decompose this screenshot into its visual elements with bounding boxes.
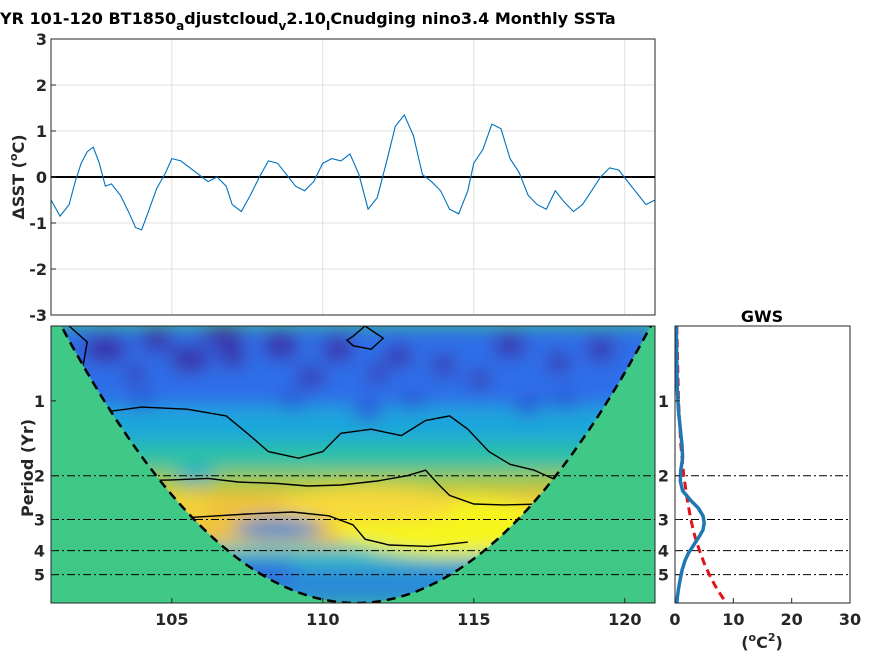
gws-panel: GWS 0 10 20 30 1 2 3 4 5 (oC2) [658,307,861,652]
significance-contour [126,511,468,548]
gws-y-tick-label: 3 [658,510,669,529]
gws-x-label: (oC2) [741,631,783,652]
sst-y-tick-label: -3 [29,306,47,325]
sst-y-tick-label: 3 [36,30,47,49]
gws-x-tick-label: 20 [781,610,803,629]
low-power-spot [140,328,173,353]
low-power-spot [83,335,128,364]
gws-y-tick-label: 2 [658,467,669,486]
sst-y-tick-label: -1 [29,214,47,233]
gws-x-ticks: 0 10 20 30 [669,598,861,629]
reference-period-lines [51,475,655,576]
sst-panel: -3 -2 -1 0 1 2 3 ΔSST (oC) [7,30,656,325]
wavelet-x-tick-label: 110 [306,610,339,629]
low-power-spot [262,331,299,360]
chart-title: YR 101-120 BT1850adjustcloudv2.10ICnudgi… [0,9,616,33]
wavelet-x-tick-label: 120 [608,610,641,629]
sst-y-tick-label: 2 [36,76,47,95]
low-power-spot [514,397,543,416]
low-power-spot [125,365,146,384]
gws-y-tick-label: 4 [658,542,669,561]
gws-title: GWS [741,307,783,326]
low-power-spot [218,343,247,368]
wavelet-y-tick-label: 1 [34,392,45,411]
sst-y-tick-label: 0 [36,168,47,187]
low-power-spot [586,337,615,362]
power-peak [278,486,459,523]
power-band [51,440,655,473]
low-power-spot [296,366,325,387]
wavelet-x-tick-label: 115 [457,610,490,629]
wavelet-x-ticks: 105 110 115 120 [155,598,642,629]
sst-y-tick-label: -2 [29,260,47,279]
low-power-spot [550,391,579,410]
wavelet-y-ticks: 1 2 3 4 5 [34,392,56,585]
sst-y-ticks: -3 -2 -1 0 1 2 3 [29,30,56,325]
significance-contour [87,469,544,506]
sst-series-line [51,113,655,231]
wavelet-y-tick-label: 2 [34,467,45,486]
gws-reference-lines [675,475,850,576]
gws-y-tick-label: 5 [658,566,669,585]
gws-x-tick-label: 30 [839,610,861,629]
low-power-spot [321,336,354,363]
sst-y-label: ΔSST (oC) [7,134,28,219]
low-power-spot [232,518,323,539]
wavelet-panel: 105 110 115 120 1 2 3 4 5 Period (Yr) [18,325,656,629]
low-power-spot [494,333,527,358]
wavelet-y-label: Period (Yr) [18,419,37,517]
wavelet-y-tick-label: 3 [34,510,45,529]
gws-power-line [675,326,706,603]
sst-y-tick-label: 1 [36,122,47,141]
cone-of-influence [59,326,653,603]
power-band [51,406,655,443]
low-power-spot [354,402,383,421]
low-power-spot [384,344,413,367]
gws-x-tick-label: 0 [669,610,680,629]
gws-y-ticks: 1 2 3 4 5 [658,392,680,585]
low-power-spot [546,352,571,373]
wavelet-y-tick-label: 4 [34,542,45,561]
low-power-spot [278,391,307,410]
significance-contour [96,406,620,492]
low-power-spot [431,355,456,376]
significance-contour [345,326,385,350]
low-power-spot [201,326,246,347]
low-power-spot [469,370,490,389]
low-power-spot [127,391,156,410]
gws-x-tick-label: 10 [722,610,744,629]
gws-y-tick-label: 1 [658,392,669,411]
wavelet-x-tick-label: 105 [155,610,188,629]
low-power-spot [367,365,388,384]
wavelet-y-tick-label: 5 [34,566,45,585]
low-power-spot [169,345,210,374]
low-power-spot [399,391,428,410]
